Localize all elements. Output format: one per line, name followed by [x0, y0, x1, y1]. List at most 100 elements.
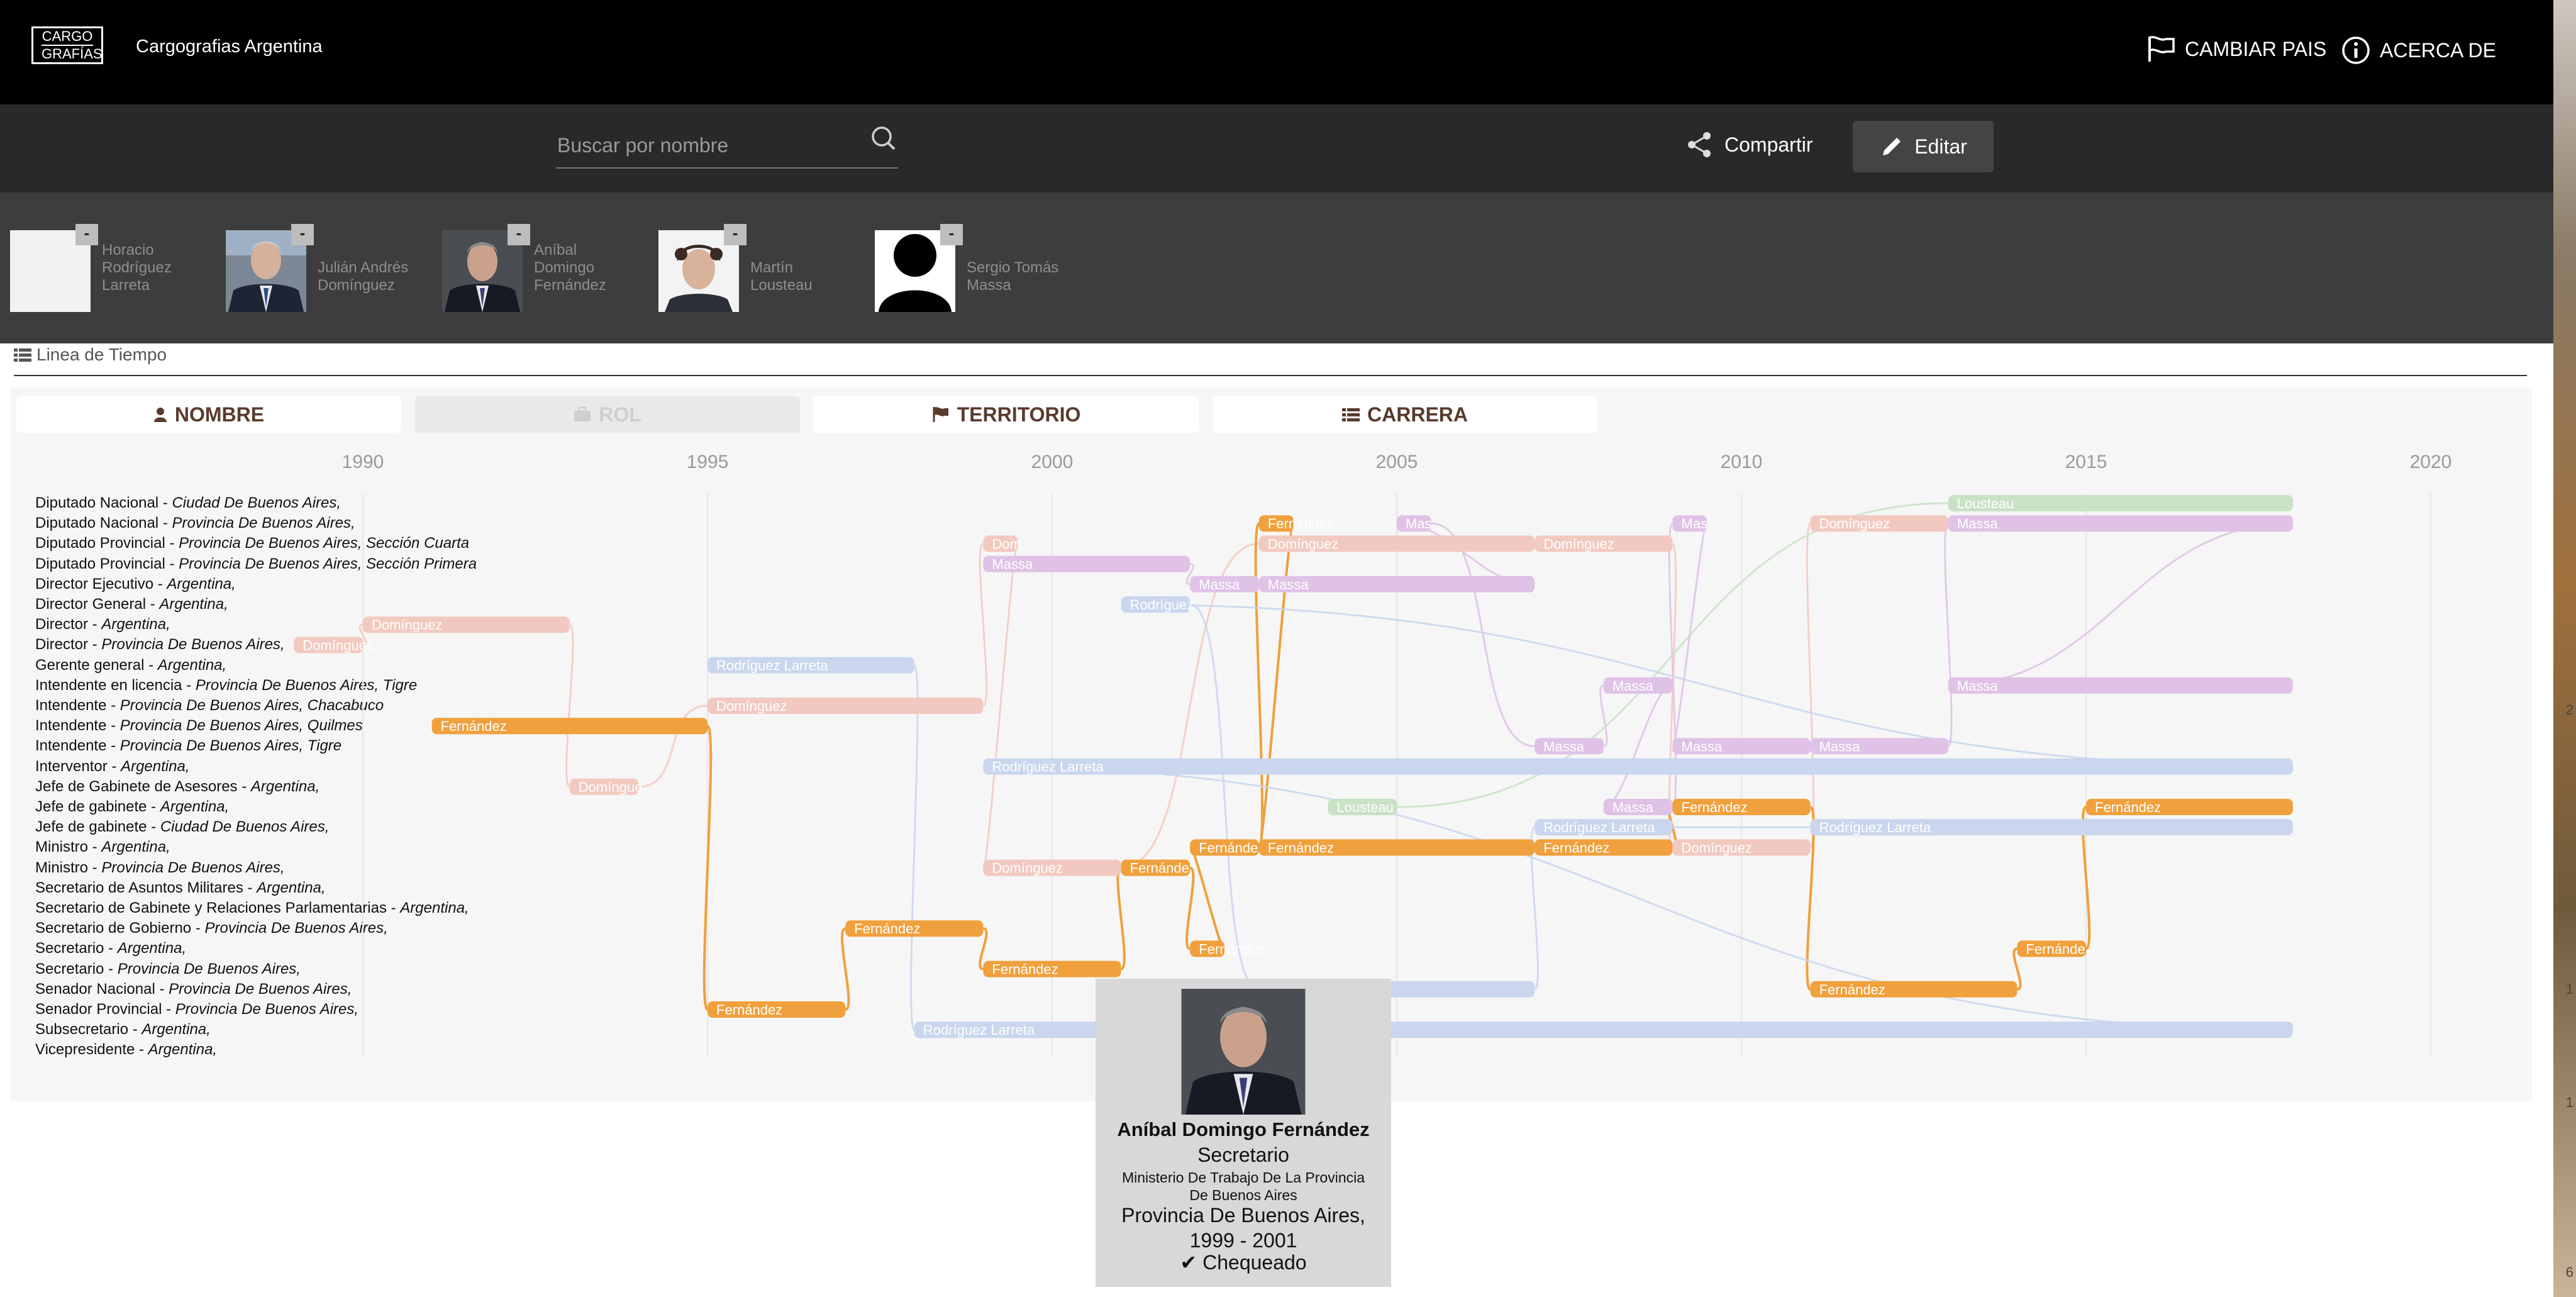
about-label: ACERCA DE: [2380, 38, 2496, 62]
role-row-label: Director - Provincia De Buenos Aires,: [35, 635, 477, 655]
career-bar-label: Massa: [992, 557, 1033, 572]
role-row-label: Director Ejecutivo - Argentina,: [35, 574, 477, 594]
tab-carrera[interactable]: CARRERA: [1213, 396, 1597, 433]
remove-person-button[interactable]: -: [291, 224, 314, 245]
person-photo: [226, 230, 306, 312]
career-connector: [1806, 806, 1815, 991]
career-connector: [1806, 522, 1815, 849]
career-bar: [1603, 799, 1673, 815]
pencil-icon: [1883, 138, 1901, 155]
flag-icon: [933, 407, 948, 422]
year-tick-label: 1995: [687, 452, 729, 472]
career-bar-label: Massa: [1199, 577, 1240, 593]
career-bar-label: Domínguez: [1543, 536, 1614, 552]
career-bar-label: Mas: [1681, 516, 1707, 532]
tab-nombre[interactable]: NOMBRE: [16, 396, 401, 433]
role-row-label: Secretario - Provincia De Buenos Aires,: [35, 959, 477, 979]
tooltip-territory-period: Provincia De Buenos Aires, 1999 - 2001: [1096, 1203, 1391, 1253]
year-tick-label: 2000: [1031, 452, 1074, 472]
career-connector: [982, 542, 1019, 869]
role-row-label: Jefe de gabinete - Argentina,: [35, 797, 477, 817]
role-row-label: Intendente en licencia - Provincia De Bu…: [35, 676, 477, 696]
search-input[interactable]: [556, 132, 854, 159]
tab-territorio-label: TERRITORIO: [957, 403, 1081, 426]
tooltip-status-label: Chequeado: [1202, 1251, 1307, 1274]
role-territory: Provincia De Buenos Aires,: [101, 859, 285, 876]
role-territory: Provincia De Buenos Aires,: [175, 1001, 359, 1018]
tooltip-photo: [1181, 989, 1306, 1115]
scroll-tick: 2: [2565, 702, 2573, 718]
career-connector: [1185, 563, 1194, 586]
role-row-label: Senador Nacional - Provincia De Buenos A…: [35, 979, 477, 999]
person-name: Martín Lousteau: [750, 259, 813, 294]
change-country-button[interactable]: CAMBIAR PAIS: [2146, 35, 2326, 63]
career-bar: [1190, 940, 1224, 957]
tab-nombre-label: NOMBRE: [174, 403, 265, 426]
career-bar-label: Massa: [1613, 799, 1654, 815]
share-button[interactable]: Compartir: [1685, 131, 1813, 159]
career-bar: [569, 778, 639, 795]
career-bar-label: Fernández: [1819, 982, 1885, 998]
role-name: Diputado Nacional -: [35, 494, 172, 511]
career-bar: [1121, 596, 1191, 613]
career-bar: [1258, 839, 1535, 856]
role-row-label: Diputado Provincial - Provincia De Bueno…: [35, 554, 477, 574]
edit-button[interactable]: Editar: [1853, 121, 1994, 172]
search-icon[interactable]: [868, 123, 898, 153]
scrollbar[interactable]: 2 1 1 6: [2553, 0, 2576, 1297]
career-connector: [841, 927, 850, 1011]
remove-person-button[interactable]: -: [724, 224, 747, 245]
career-connector: [1603, 684, 1673, 808]
role-row-label: Gerente general - Argentina,: [35, 655, 477, 676]
career-bar: [1672, 515, 1707, 532]
role-territory: Argentina,: [250, 777, 320, 795]
career-bar-label: Fernández: [854, 921, 920, 937]
role-territory: Ciudad De Buenos Aires,: [160, 818, 330, 836]
role-territory: Argentina,: [257, 879, 326, 896]
career-bar-label: Massa: [1681, 738, 1723, 754]
career-bar-label: Fernández: [1681, 799, 1747, 815]
career-bar: [1672, 738, 1811, 755]
career-connector: [1121, 542, 1259, 869]
career-bar-label: Fernández: [441, 718, 507, 734]
tab-territorio[interactable]: TERRITORIO: [814, 396, 1199, 433]
career-bar: [983, 535, 1018, 552]
remove-person-button[interactable]: -: [75, 224, 98, 245]
remove-person-button[interactable]: -: [508, 224, 530, 245]
logo[interactable]: CARGO GRAFÍAS: [31, 26, 103, 64]
role-row-label: Ministro - Argentina,: [35, 837, 477, 857]
remove-person-button[interactable]: -: [940, 224, 963, 245]
career-connector: [638, 704, 708, 788]
scroll-tick: 1: [2565, 1094, 2573, 1110]
role-row-label: Intendente - Provincia De Buenos Aires, …: [35, 736, 477, 756]
career-bar-label: Massa: [1957, 678, 1999, 694]
career-bar-label: Rodríguez Larreta: [923, 1022, 1035, 1038]
career-bar-label: Fernández: [1268, 516, 1334, 532]
career-bar: [1535, 819, 1673, 836]
role-territory: Provincia De Buenos Aires, Tigre: [119, 737, 342, 755]
tab-rol[interactable]: ROL: [415, 396, 800, 433]
career-bar-label: Fernández: [1199, 941, 1265, 957]
role-name: Diputado Provincial -: [35, 555, 179, 572]
app-title: Cargografias Argentina: [136, 36, 323, 57]
timeline-title-label: Linea de Tiempo: [36, 345, 167, 364]
career-bar-label: Domínguez: [1681, 840, 1752, 855]
career-bar: [1810, 819, 2293, 836]
career-bar: [1190, 839, 1259, 856]
about-button[interactable]: ACERCA DE: [2341, 35, 2496, 65]
role-row-label: Intendente - Provincia De Buenos Aires, …: [35, 696, 477, 716]
role-name: Jefe de Gabinete de Asesores -: [35, 777, 251, 795]
career-bar: [294, 637, 363, 654]
role-territory: Argentina,: [121, 757, 190, 775]
career-bar: [1948, 495, 2293, 511]
career-bar-label: Rodríguez: [1130, 597, 1194, 613]
briefcase-icon: [574, 407, 591, 421]
career-bar-label: Fernández: [716, 1002, 782, 1018]
career-connector: [979, 927, 988, 971]
role-name: Ministro -: [35, 838, 102, 856]
career-bar: [1258, 576, 1535, 593]
top-bar: CARGO GRAFÍAS Cargografias Argentina CAM…: [0, 0, 2553, 104]
person-icon: [153, 408, 167, 422]
